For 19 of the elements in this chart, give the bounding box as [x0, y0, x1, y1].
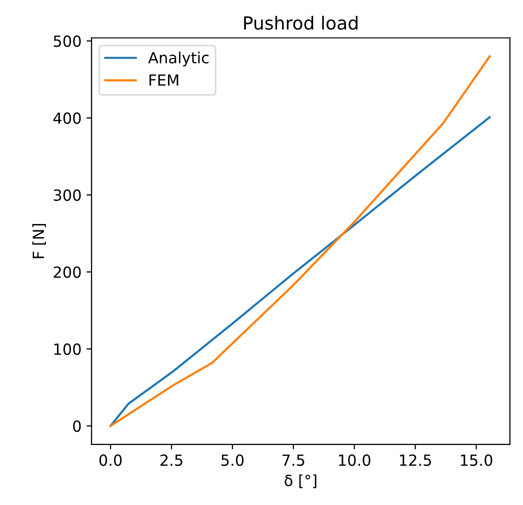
x-tick-label: 10.0 — [339, 454, 370, 466]
x-tick-label: 15.0 — [460, 454, 492, 466]
y-axis-title: F [N] — [32, 224, 46, 258]
line-series — [110, 116, 491, 427]
legend-label: Analytic — [148, 52, 209, 66]
y-tick-label: 100 — [54, 343, 81, 355]
x-tick-label: 7.5 — [282, 454, 304, 466]
x-axis-title: δ [°] — [284, 474, 316, 488]
legend-label: FEM — [150, 74, 178, 86]
x-tick-label: 12.5 — [400, 454, 431, 466]
chart-title: Pushrod load — [244, 16, 358, 30]
x-tick-label: 2.5 — [160, 454, 182, 466]
x-tick-label: 0.0 — [99, 454, 122, 466]
y-tick-label: 500 — [54, 35, 81, 47]
y-tick-label: 400 — [53, 112, 81, 124]
y-tick-label: 300 — [54, 189, 81, 201]
x-tick-label: 5.0 — [221, 454, 244, 466]
y-tick-label: 200 — [54, 266, 81, 278]
y-tick-label: 0 — [73, 420, 81, 432]
